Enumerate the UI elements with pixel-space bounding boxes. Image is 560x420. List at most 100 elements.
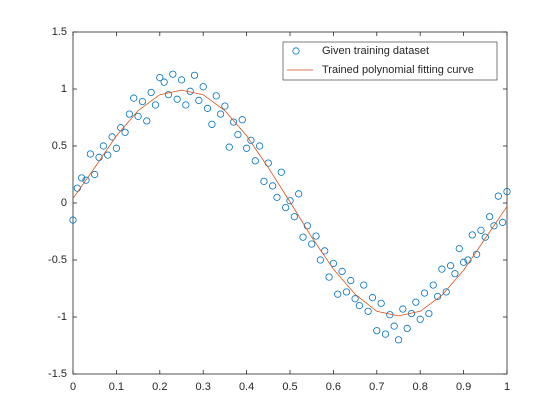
data-point (377, 299, 385, 307)
data-point (143, 117, 151, 125)
data-point (130, 94, 138, 102)
data-point (347, 276, 355, 285)
data-point (134, 112, 142, 120)
data-point (360, 281, 368, 289)
data-point (138, 97, 147, 106)
x-tick-label: 0.6 (326, 381, 341, 393)
data-point (238, 116, 246, 124)
data-point (86, 150, 94, 158)
data-point (290, 213, 298, 221)
data-point (251, 157, 259, 165)
data-point (104, 151, 112, 159)
y-tick-label: -1.5 (48, 368, 67, 380)
data-point (481, 233, 489, 241)
data-point (368, 294, 377, 302)
data-point (82, 176, 90, 184)
data-point (91, 170, 99, 179)
data-point (494, 192, 502, 200)
data-point (390, 322, 398, 330)
data-point (468, 231, 476, 239)
data-point (247, 136, 255, 144)
data-point (490, 222, 498, 230)
data-point (229, 118, 238, 126)
data-point (312, 232, 320, 240)
data-point (195, 96, 203, 105)
data-point (325, 273, 333, 281)
x-tick-label: 0.9 (456, 381, 471, 393)
x-tick-label: 0 (70, 381, 76, 393)
data-point (78, 174, 86, 182)
data-point (208, 120, 216, 128)
data-point (446, 262, 455, 270)
data-point (442, 288, 450, 296)
data-point (125, 110, 134, 118)
data-point (69, 216, 77, 224)
x-tick-label: 0.1 (109, 381, 124, 393)
data-point (364, 307, 372, 315)
data-point (303, 222, 311, 230)
data-point (203, 104, 212, 112)
data-point (420, 289, 429, 297)
data-point (199, 83, 207, 91)
data-point (477, 226, 485, 234)
data-point (221, 102, 229, 110)
data-point (412, 298, 420, 306)
data-point (216, 110, 225, 118)
data-point (212, 92, 220, 100)
data-point (499, 218, 507, 226)
data-point (299, 233, 307, 241)
legend-label: Given training dataset (322, 45, 429, 57)
legend-box (282, 41, 498, 81)
x-tick-label: 1 (504, 381, 510, 393)
y-tick-label: 0.5 (52, 140, 67, 152)
data-point (381, 330, 390, 338)
data-point (156, 74, 164, 82)
data-point (455, 245, 463, 253)
data-point (338, 267, 346, 275)
data-point (425, 309, 433, 318)
x-tick-label: 0.4 (239, 381, 254, 393)
legend-marker (292, 47, 300, 55)
data-point (316, 256, 324, 264)
data-point (329, 259, 337, 268)
data-point (190, 71, 199, 79)
y-tick-label: 1 (61, 83, 67, 95)
data-point (451, 270, 459, 278)
data-point (151, 101, 160, 109)
x-tick-label: 0.8 (413, 381, 428, 393)
data-point (256, 142, 264, 150)
data-point (182, 101, 190, 109)
data-point (234, 131, 242, 139)
x-tick-label: 0.3 (196, 381, 211, 393)
data-point (351, 295, 359, 303)
data-point (403, 324, 411, 332)
y-tick-label: 1.5 (52, 26, 67, 38)
data-point (177, 76, 186, 84)
data-point (459, 258, 468, 266)
x-tick-label: 0.5 (282, 381, 297, 393)
data-point (486, 213, 494, 221)
data-point (399, 305, 407, 313)
data-point (147, 88, 155, 97)
data-point (225, 143, 233, 151)
data-point (160, 78, 168, 86)
data-point (277, 168, 285, 176)
data-point (373, 327, 381, 335)
data-point (243, 144, 251, 152)
data-point (429, 281, 437, 289)
data-point (260, 177, 268, 185)
data-point (503, 188, 511, 196)
data-point (334, 290, 342, 298)
legend-label: Trained polynomial fitting curve (322, 64, 474, 76)
data-point (342, 288, 351, 296)
data-point (438, 265, 446, 273)
data-point (112, 144, 121, 152)
data-point (416, 315, 424, 323)
x-tick-label: 0.2 (152, 381, 167, 393)
data-point (99, 142, 107, 150)
y-tick-label: -1 (57, 311, 67, 323)
data-point (173, 95, 181, 103)
data-point (308, 240, 316, 248)
data-point (169, 70, 177, 78)
